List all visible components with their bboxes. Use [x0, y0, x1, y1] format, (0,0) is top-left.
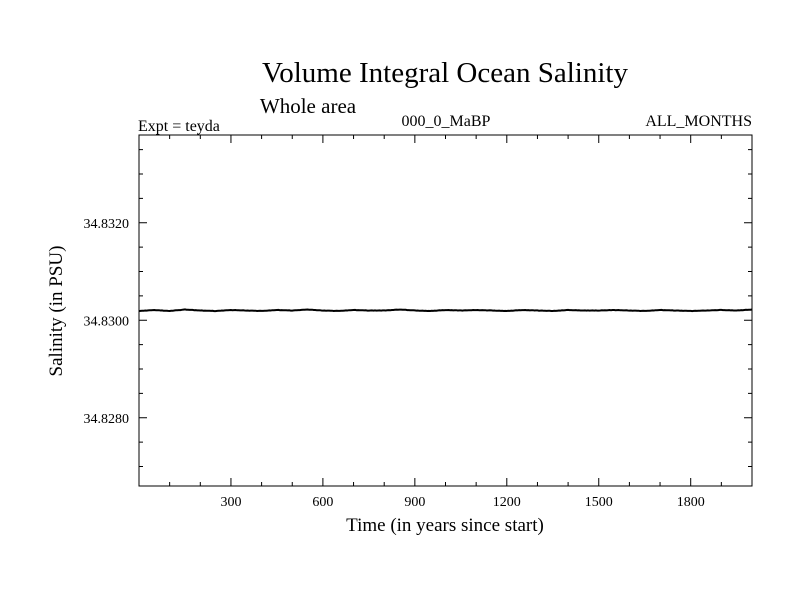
- period-label: 000_0_MaBP: [402, 113, 491, 130]
- y-tick-label: 34.8320: [84, 217, 130, 232]
- x-tick-label: 900: [404, 495, 425, 510]
- season-label: ALL_MONTHS: [645, 113, 752, 130]
- axis-ticks: [139, 135, 752, 486]
- chart-subtitle: Whole area: [260, 94, 357, 118]
- y-axis-label: Salinity (in PSU): [46, 246, 67, 377]
- tick-labels: 300 600 900 1200 1500 1800 34.8280 34.8300 34.83…: [84, 217, 705, 510]
- chart-title: Volume Integral Ocean Salinity: [262, 57, 628, 89]
- x-axis-label: Time (in years since start): [346, 515, 544, 536]
- x-tick-label: 600: [312, 495, 333, 510]
- y-tick-label: 34.8280: [84, 412, 130, 427]
- experiment-label: Expt = teyda: [138, 118, 220, 135]
- x-tick-label: 1500: [585, 495, 613, 510]
- x-tick-label: 1800: [677, 495, 705, 510]
- y-tick-label: 34.8300: [84, 314, 130, 329]
- salinity-series-line: [138, 308, 753, 313]
- x-tick-label: 1200: [493, 495, 521, 510]
- x-tick-label: 300: [220, 495, 241, 510]
